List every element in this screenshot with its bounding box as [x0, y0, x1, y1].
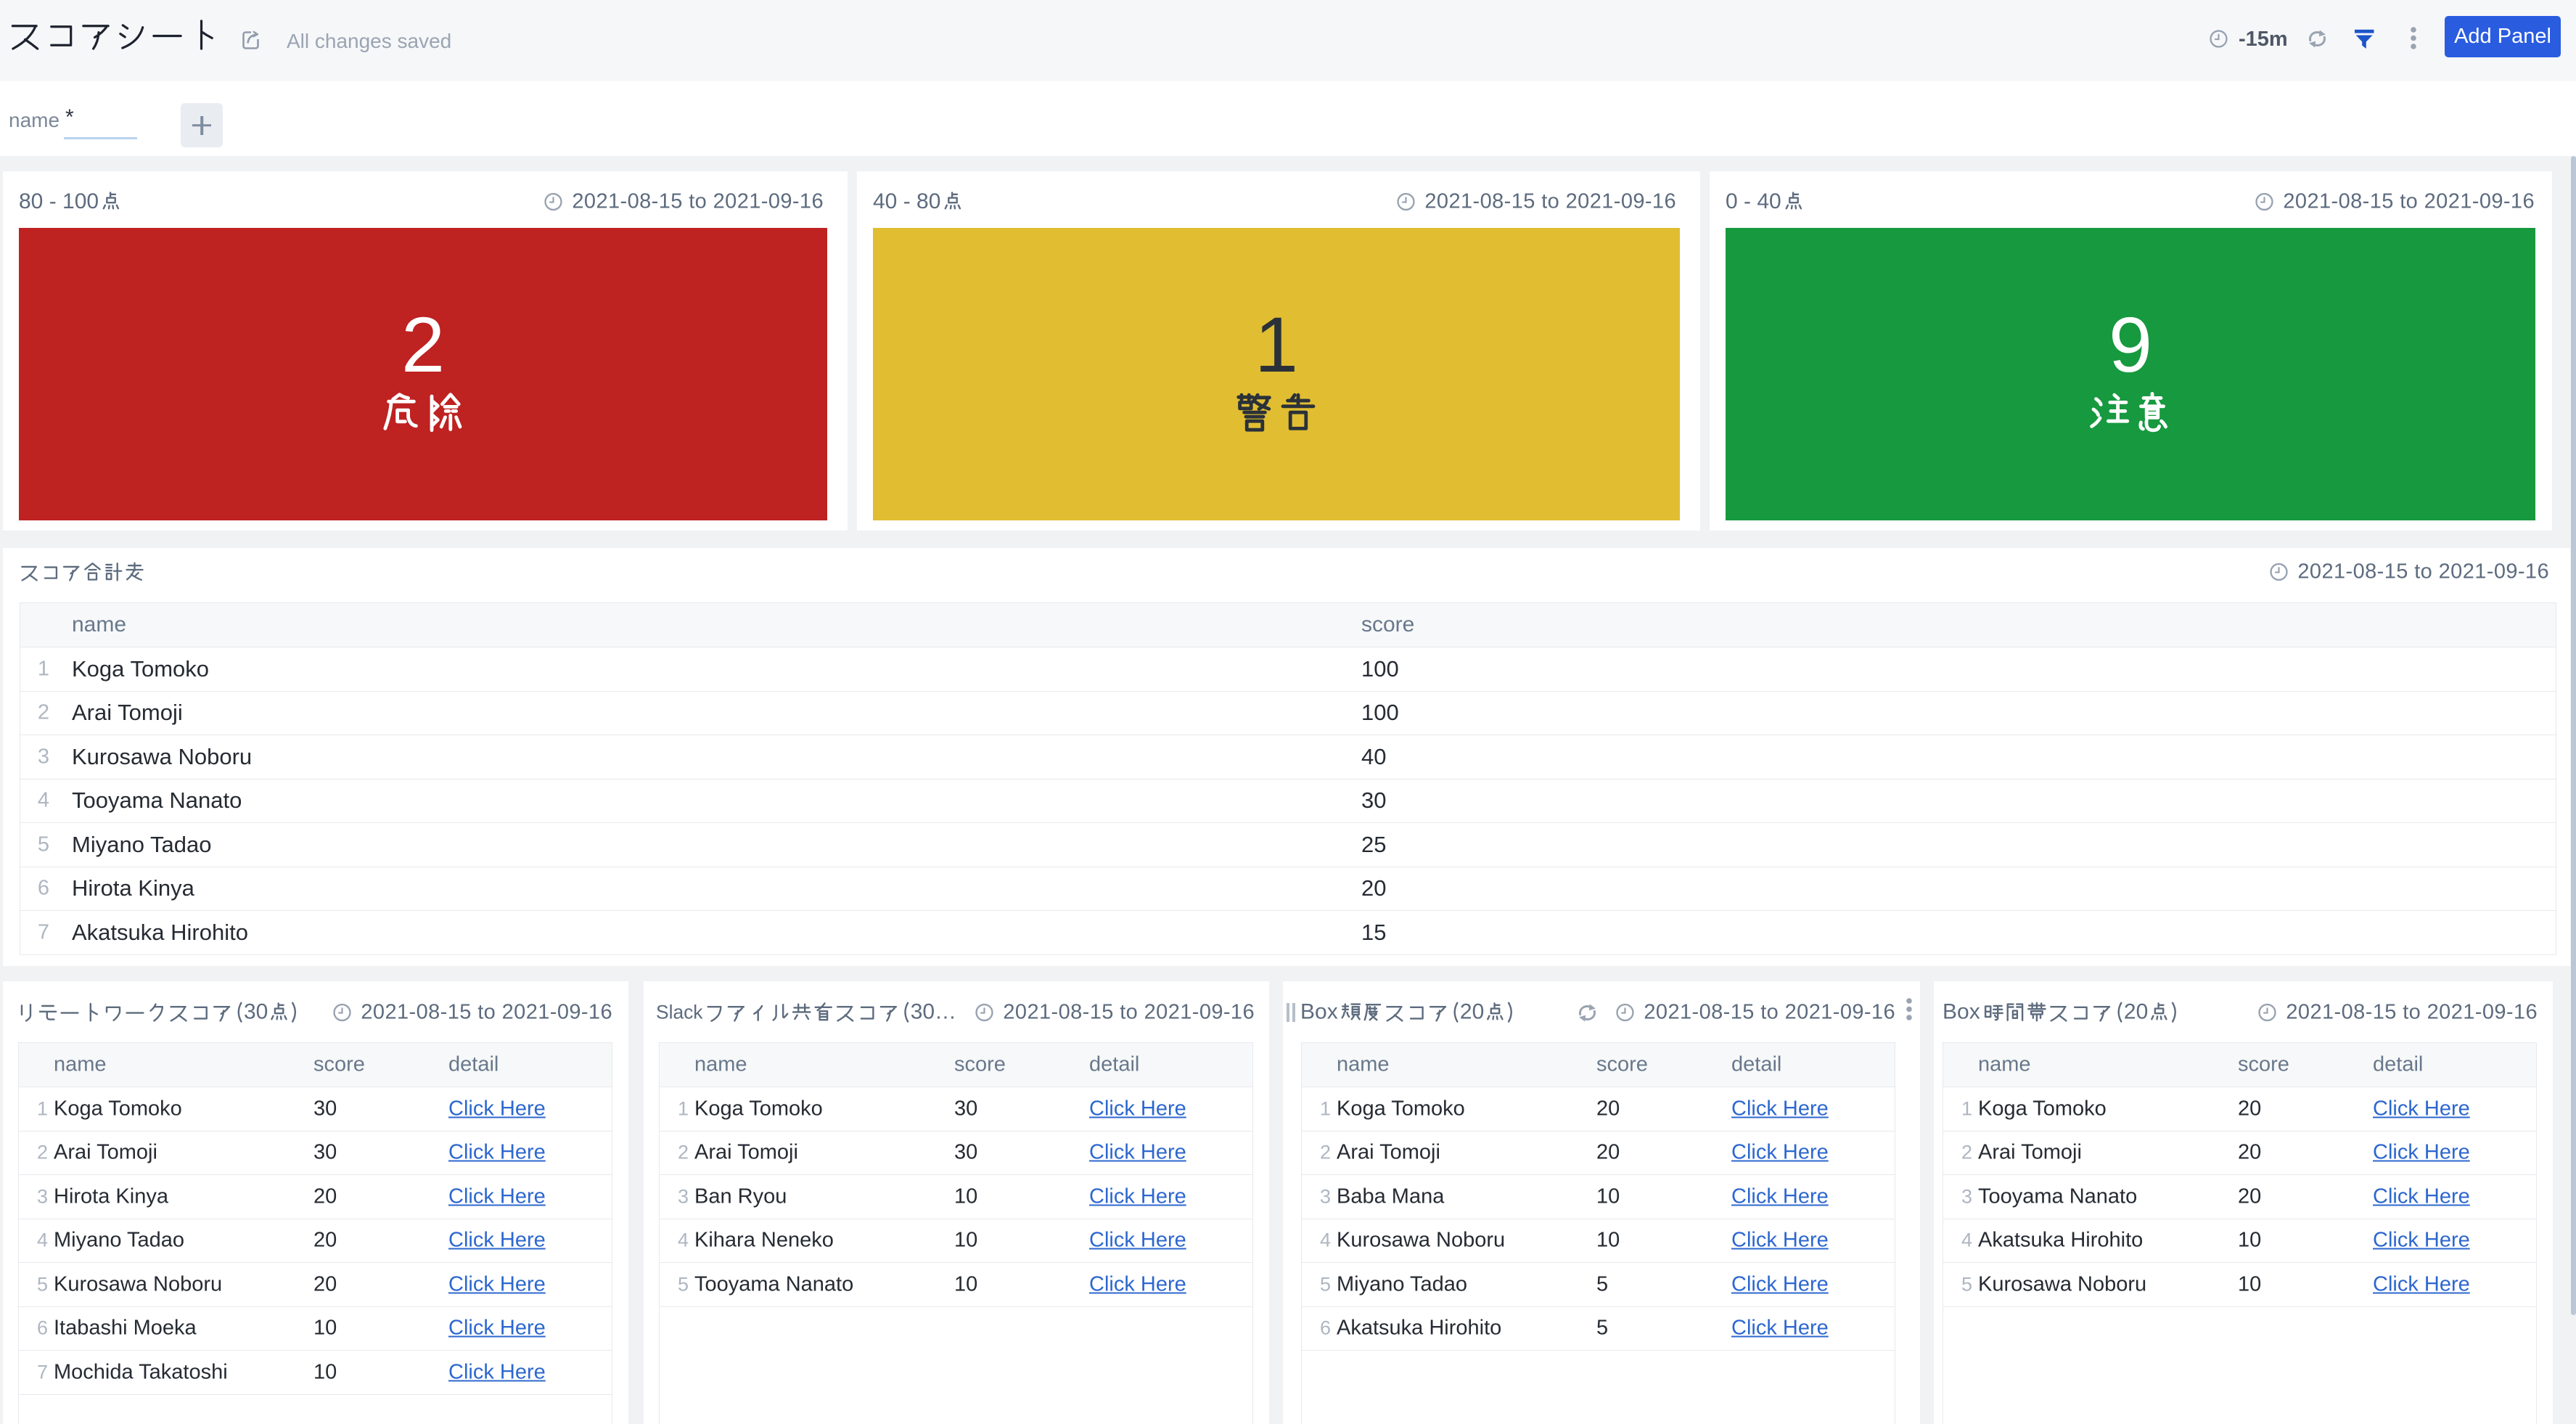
svg-text:Slack: Slack	[656, 1002, 703, 1023]
svg-text:20: 20	[2124, 1002, 2148, 1023]
svg-text:Box: Box	[1300, 1002, 1338, 1023]
svg-text:20: 20	[1460, 1002, 1484, 1023]
svg-text:30…: 30…	[911, 1002, 954, 1023]
svg-text:30: 30	[244, 1002, 268, 1023]
svg-text:Box: Box	[1943, 1002, 1980, 1023]
